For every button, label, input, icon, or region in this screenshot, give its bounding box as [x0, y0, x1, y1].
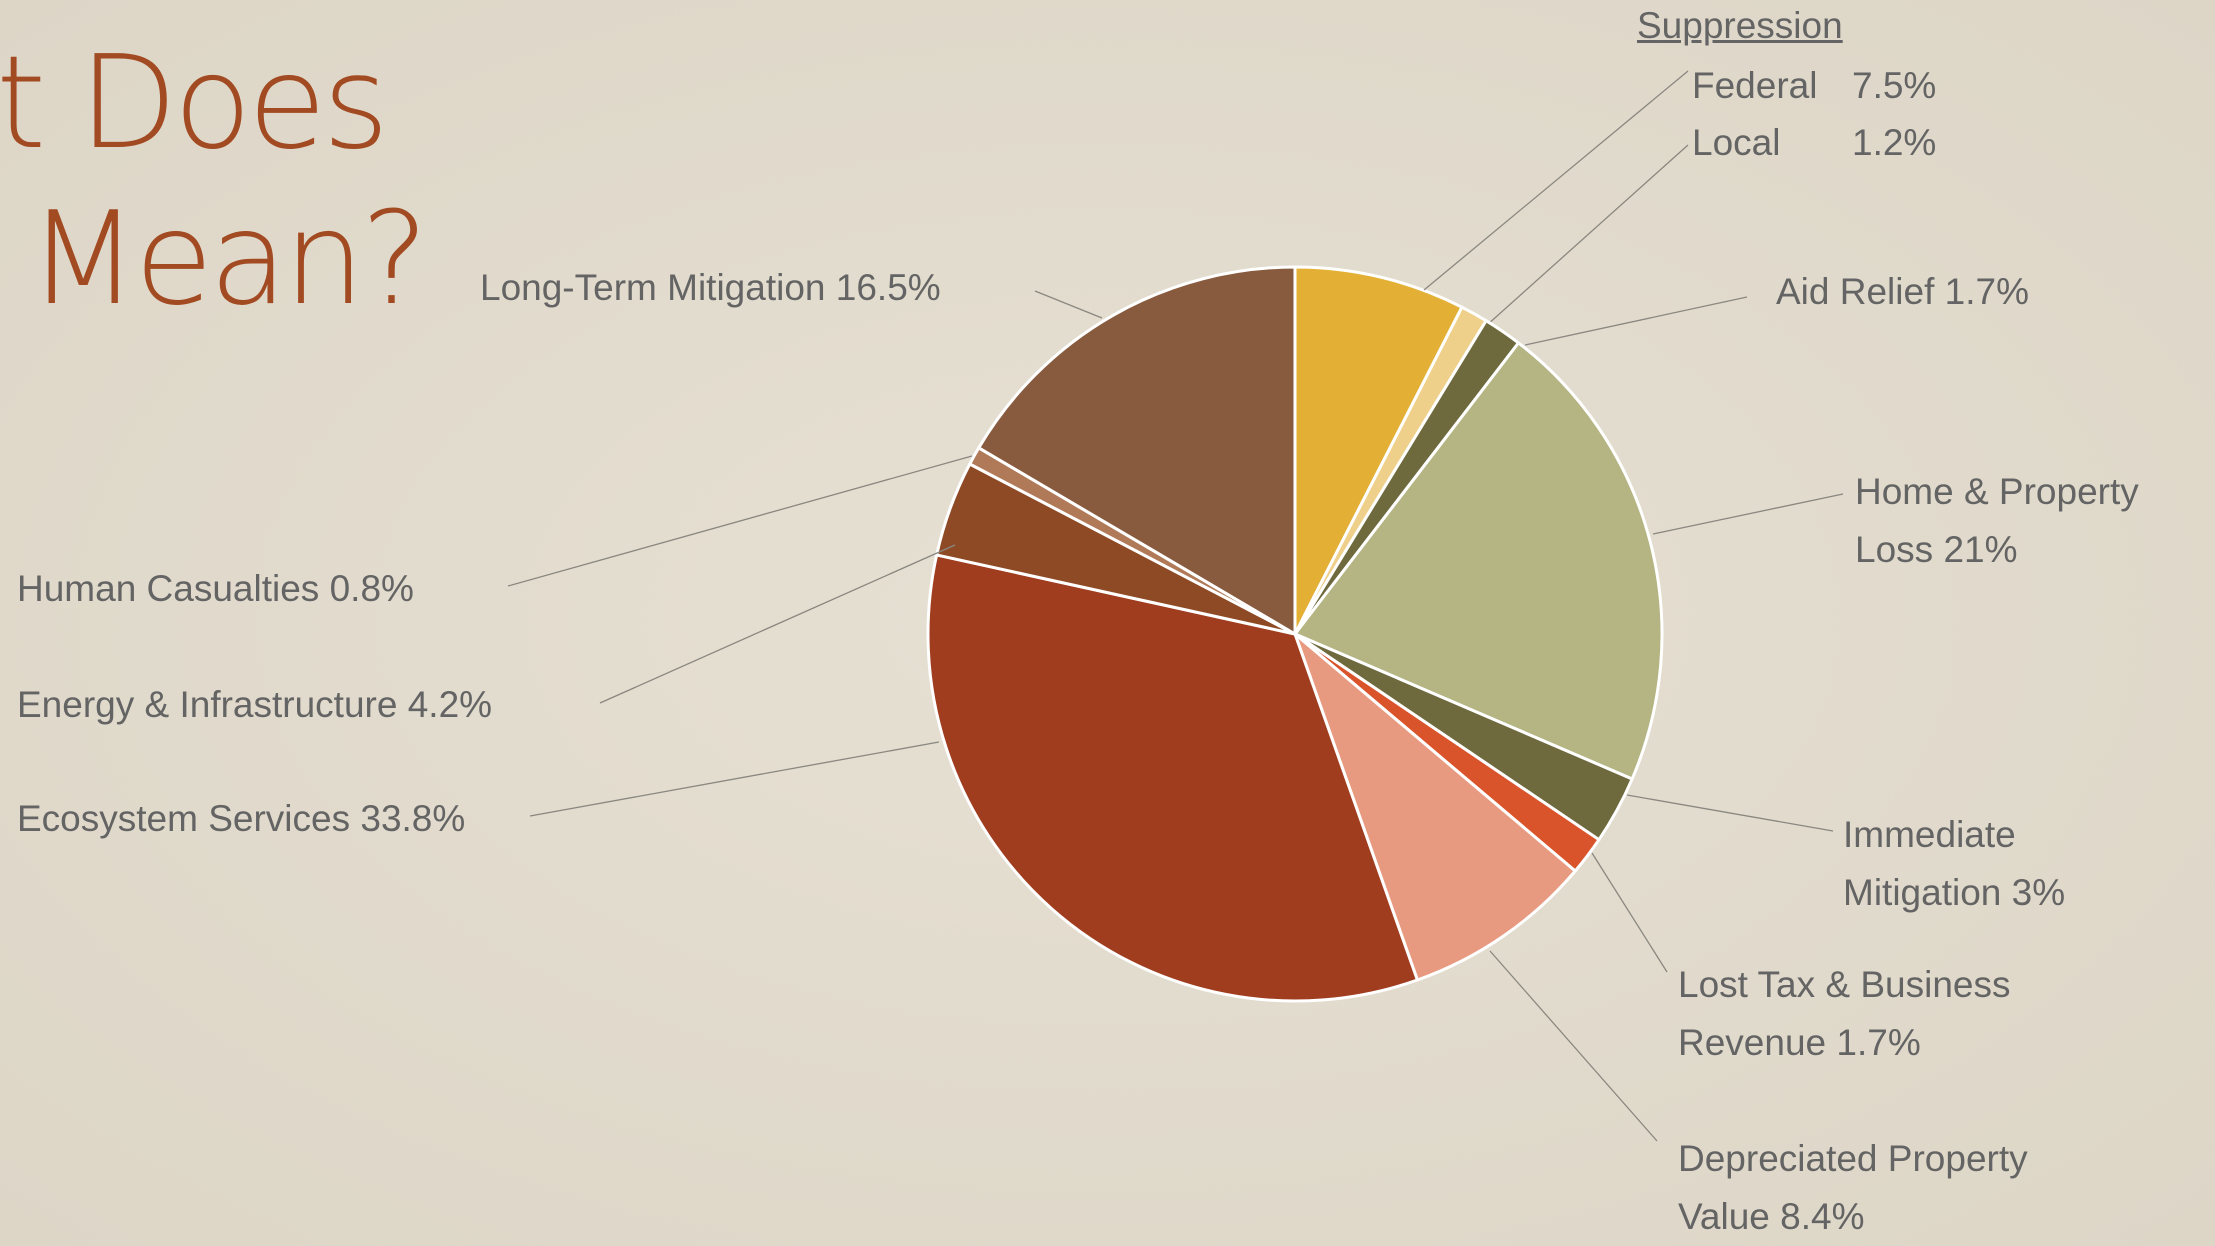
value-label: 3% — [2011, 872, 2066, 913]
pie-slice — [1293, 265, 1464, 636]
leader-line — [1524, 296, 1748, 346]
slice-label: Long-Term Mitigation 16.5% — [480, 259, 941, 317]
value-label: 16.5% — [835, 267, 941, 308]
category-name: Energy & Infrastructure — [17, 684, 398, 725]
value-label: 1.7% — [1836, 1022, 1921, 1063]
slice-label: Energy & Infrastructure 4.2% — [17, 676, 492, 734]
value-label: 1.2% — [1852, 122, 1937, 163]
pie-slice — [977, 265, 1297, 636]
slice-label: Immediate Mitigation 3% — [1843, 806, 2143, 922]
pie-slice — [1293, 632, 1577, 982]
title-line: t Does — [0, 29, 389, 178]
slice-label: Human Casualties 0.8% — [17, 560, 414, 618]
leader-line — [1423, 70, 1689, 291]
value-label: 8.4% — [1780, 1196, 1865, 1237]
leader-line — [1652, 493, 1844, 535]
pie-slice — [1293, 341, 1664, 781]
category-name: Aid Relief — [1776, 271, 1935, 312]
category-name: Ecosystem Services — [17, 798, 351, 839]
value-label: 21% — [1943, 529, 2018, 570]
leader-line — [1591, 852, 1668, 973]
slice-label: Aid Relief 1.7% — [1776, 263, 2029, 321]
value-label: 0.8% — [329, 568, 414, 609]
slice-label: Home & Property Loss 21% — [1855, 463, 2215, 579]
category-name: Human Casualties — [17, 568, 320, 609]
leader-line — [507, 455, 973, 587]
category-name: Lost Tax & Business Revenue — [1678, 964, 2011, 1063]
leader-line — [1489, 950, 1658, 1142]
value-label: 1.7% — [1944, 271, 2029, 312]
leader-line — [1486, 144, 1689, 326]
category-name: Federal — [1692, 65, 1818, 106]
leader-line — [529, 741, 940, 817]
category-name: Local — [1692, 122, 1781, 163]
category-name: Depreciated Property Value — [1678, 1138, 2028, 1237]
title-line: Mean? — [28, 185, 429, 334]
slice-label: Ecosystem Services 33.8% — [17, 790, 465, 848]
slice-label: Lost Tax & Business Revenue 1.7% — [1678, 956, 2088, 1072]
category-name: Long-Term Mitigation — [480, 267, 826, 308]
group-label: Suppression — [1637, 5, 1843, 46]
leader-line — [599, 544, 956, 704]
pie-slice — [926, 553, 1419, 1003]
category-name: Home & Property Loss — [1855, 471, 2139, 570]
value-label: 7.5% — [1852, 65, 1937, 106]
slice-label: Federal 7.5% — [1692, 57, 1936, 115]
value-label: 33.8% — [360, 798, 466, 839]
leader-line — [1034, 290, 1103, 319]
value-label: 4.2% — [407, 684, 493, 725]
slice-label: Local 1.2% — [1692, 114, 1936, 172]
slice-label: Depreciated Property Value 8.4% — [1678, 1130, 2108, 1246]
leader-line — [1626, 794, 1834, 832]
category-name: Immediate Mitigation — [1843, 814, 2016, 913]
